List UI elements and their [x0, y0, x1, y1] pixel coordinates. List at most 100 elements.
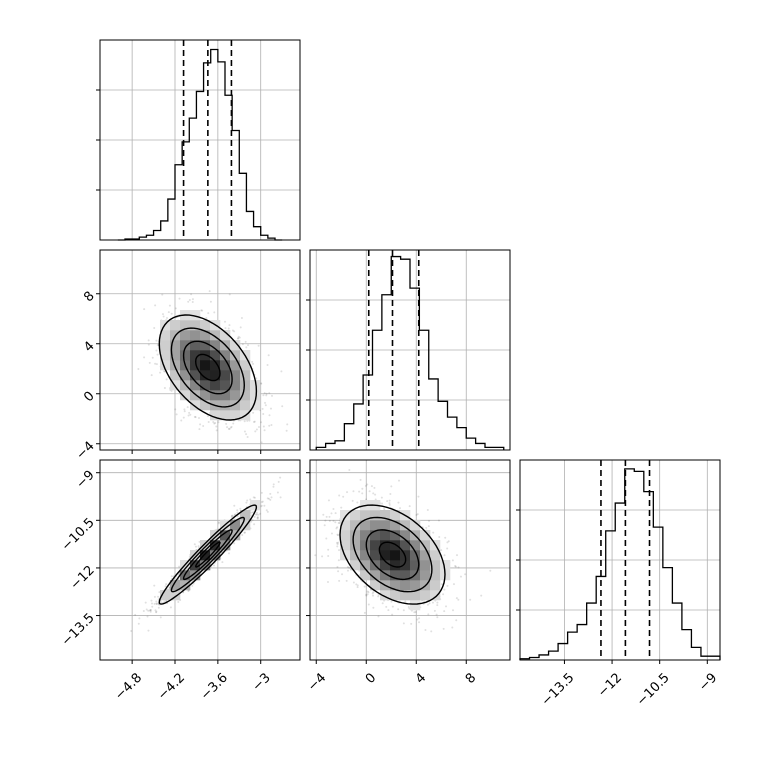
- scatter-point: [348, 469, 351, 472]
- scatter-point: [186, 406, 189, 409]
- scatter-point: [187, 589, 190, 592]
- density-bin: [350, 560, 361, 571]
- contour-line: [352, 516, 433, 593]
- scatter-point: [256, 516, 259, 519]
- density-bin: [370, 550, 381, 561]
- scatter-point: [154, 609, 157, 612]
- scatter-point: [402, 609, 405, 612]
- scatter-point: [427, 525, 430, 528]
- scatter-point: [174, 307, 177, 310]
- density-bin: [380, 530, 391, 541]
- scatter-point: [367, 603, 370, 606]
- scatter-point: [365, 594, 368, 597]
- density-bin: [240, 380, 251, 391]
- density-bin: [410, 560, 421, 571]
- scatter-point: [390, 600, 393, 603]
- density-bin: [360, 560, 371, 571]
- density-bin: [200, 560, 211, 571]
- histogram-steps: [519, 468, 721, 660]
- density-bin: [240, 360, 251, 371]
- scatter-point: [345, 579, 348, 582]
- density-bin: [160, 330, 171, 341]
- density-bin: [230, 520, 241, 531]
- density-bin: [170, 590, 181, 601]
- density-bin: [390, 510, 401, 521]
- scatter-point: [469, 598, 472, 601]
- scatter-point: [408, 607, 411, 610]
- scatter-point: [430, 630, 433, 633]
- scatter-point: [272, 485, 275, 488]
- panel-frame: [99, 249, 301, 451]
- scatter-point: [256, 516, 259, 519]
- scatter-point: [340, 506, 343, 509]
- scatter-point: [433, 609, 436, 612]
- scatter-point: [182, 416, 185, 419]
- scatter-point: [391, 613, 394, 616]
- scatter-point: [245, 346, 248, 349]
- scatter-point: [443, 610, 446, 613]
- y-tick-label: −4: [73, 439, 97, 463]
- density-bin: [210, 370, 221, 381]
- scatter-point: [245, 433, 248, 436]
- scatter-point: [446, 547, 449, 550]
- scatter-point: [363, 585, 366, 588]
- scatter-point: [268, 424, 271, 427]
- density-bin: [430, 580, 441, 591]
- scatter-point: [366, 590, 369, 593]
- scatter-point: [388, 502, 391, 505]
- scatter-point: [335, 541, 338, 544]
- scatter-point: [452, 583, 455, 586]
- density-bin: [240, 400, 251, 411]
- density-bin: [220, 410, 231, 421]
- density-bin: [420, 560, 431, 571]
- scatter-point: [226, 426, 229, 429]
- scatter-point: [233, 542, 236, 545]
- density-bin: [210, 550, 221, 561]
- scatter-point: [260, 421, 263, 424]
- scatter-point: [276, 491, 279, 494]
- scatter-point: [251, 360, 254, 363]
- scatter-point: [254, 513, 257, 516]
- scatter-point: [238, 336, 241, 339]
- density-panel-0-1: −4 0 4 8: [73, 249, 301, 463]
- scatter-point: [183, 408, 186, 411]
- scatter-point: [389, 492, 392, 495]
- density-bin: [350, 540, 361, 551]
- scatter-point: [426, 509, 429, 512]
- density-bin: [370, 530, 381, 541]
- panel-frame: [309, 459, 511, 661]
- density-bin: [390, 530, 401, 541]
- scatter-point: [194, 416, 197, 419]
- scatter-point: [263, 429, 266, 432]
- density-bin: [390, 560, 401, 571]
- density-bin: [210, 390, 221, 401]
- scatter-point: [414, 610, 417, 613]
- scatter-point: [489, 569, 492, 572]
- scatter-point: [440, 583, 443, 586]
- scatter-point: [431, 601, 434, 604]
- scatter-point: [246, 435, 249, 438]
- contour-line: [158, 504, 258, 605]
- scatter-point: [327, 555, 330, 558]
- scatter-point: [239, 326, 242, 329]
- scatter-point: [277, 480, 280, 483]
- scatter-point: [444, 536, 447, 539]
- scatter-point: [153, 602, 156, 605]
- scatter-point: [161, 293, 164, 296]
- contour-lines: [339, 504, 446, 605]
- density-bin: [200, 360, 211, 371]
- scatter-point: [241, 343, 244, 346]
- scatter-point: [427, 613, 430, 616]
- scatter-point: [270, 423, 273, 426]
- scatter-point: [336, 533, 339, 536]
- density-bin: [210, 410, 221, 421]
- scatter-point: [451, 626, 454, 629]
- scatter-point: [265, 509, 268, 512]
- scatter-point: [455, 554, 458, 557]
- density-bin: [430, 570, 441, 581]
- scatter-point: [250, 514, 253, 517]
- density-bin: [210, 530, 221, 541]
- density-bin: [210, 340, 221, 351]
- scatter-point: [155, 611, 158, 614]
- density-bin: [350, 510, 361, 521]
